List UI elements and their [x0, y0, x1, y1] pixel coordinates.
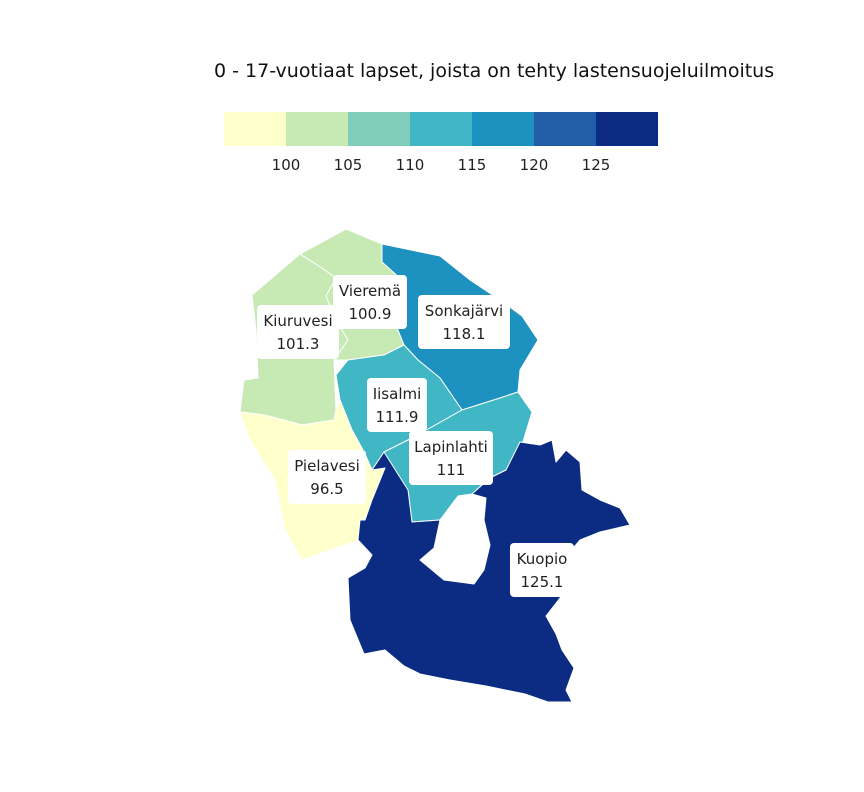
region-label-iisalmi: Iisalmi 111.9: [367, 378, 427, 432]
region-name: Vieremä: [339, 282, 401, 300]
region-label-kuopio: Kuopio 125.1: [510, 543, 574, 597]
region-name: Kuopio: [517, 550, 568, 568]
legend-swatch: [472, 112, 534, 146]
legend: 100 105 110 115 120 125: [224, 112, 658, 174]
region-kuopio[interactable]: [347, 439, 631, 703]
region-value: 100.9: [349, 305, 392, 323]
region-label-vierema: Vieremä 100.9: [333, 275, 407, 329]
legend-swatch: [410, 112, 472, 146]
legend-tick-label: 115: [458, 156, 487, 174]
region-value: 118.1: [443, 325, 486, 343]
region-name: Iisalmi: [373, 385, 422, 403]
label-box: [418, 295, 510, 349]
region-name: Kiuruvesi: [263, 312, 332, 330]
region-value: 96.5: [310, 480, 343, 498]
region-name: Sonkajärvi: [425, 302, 503, 320]
label-box: [510, 543, 574, 597]
label-box: [257, 305, 339, 359]
region-name: Pielavesi: [294, 457, 360, 475]
map-labels: Kiuruvesi 101.3 Vieremä 100.9 Sonkajärvi 118.…: [257, 275, 574, 597]
region-label-lapinlahti: Lapinlahti 111: [409, 431, 493, 485]
region-value: 111: [437, 461, 466, 479]
legend-swatch: [224, 112, 286, 146]
region-value: 101.3: [277, 335, 320, 353]
map-title: 0 - 17-vuotiaat lapset, joista on tehty …: [214, 60, 774, 82]
legend-tick-label: 125: [582, 156, 611, 174]
region-label-kiuruvesi: Kiuruvesi 101.3: [257, 305, 339, 359]
label-box: [367, 378, 427, 432]
label-box: [288, 450, 366, 504]
region-value: 125.1: [521, 573, 564, 591]
region-name: Lapinlahti: [414, 438, 488, 456]
region-value: 111.9: [376, 408, 419, 426]
label-box: [409, 431, 493, 485]
legend-tick-label: 100: [272, 156, 301, 174]
legend-tick-label: 105: [334, 156, 363, 174]
region-label-sonkajarvi: Sonkajärvi 118.1: [418, 295, 510, 349]
region-label-pielavesi: Pielavesi 96.5: [288, 450, 366, 504]
label-box: [333, 275, 407, 329]
legend-tick-label: 110: [396, 156, 425, 174]
legend-swatch: [348, 112, 410, 146]
legend-swatch: [286, 112, 348, 146]
legend-tick-label: 120: [520, 156, 549, 174]
legend-swatch: [596, 112, 658, 146]
legend-swatch: [534, 112, 596, 146]
